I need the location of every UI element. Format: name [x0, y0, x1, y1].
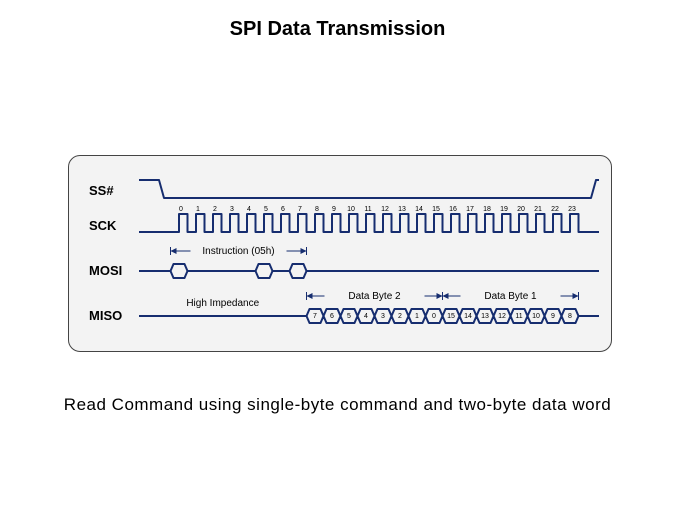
svg-text:21: 21 [534, 206, 542, 213]
svg-text:23: 23 [568, 206, 576, 213]
svg-text:20: 20 [517, 206, 525, 213]
svg-text:Instruction (05h): Instruction (05h) [202, 246, 274, 257]
svg-text:8: 8 [315, 206, 319, 213]
svg-text:13: 13 [398, 206, 406, 213]
svg-text:22: 22 [551, 206, 559, 213]
svg-text:MISO: MISO [89, 308, 122, 323]
timing-diagram: SS#SCK0123456789101112131415161718192021… [69, 156, 611, 351]
svg-text:9: 9 [332, 206, 336, 213]
svg-text:7: 7 [298, 206, 302, 213]
svg-text:7: 7 [313, 313, 317, 320]
svg-text:MOSI: MOSI [89, 263, 122, 278]
svg-text:4: 4 [364, 313, 368, 320]
svg-text:Data Byte 2: Data Byte 2 [348, 291, 401, 302]
svg-text:0: 0 [179, 206, 183, 213]
svg-text:3: 3 [230, 206, 234, 213]
svg-text:10: 10 [532, 313, 540, 320]
svg-text:2: 2 [213, 206, 217, 213]
svg-text:13: 13 [481, 313, 489, 320]
svg-text:12: 12 [381, 206, 389, 213]
svg-text:9: 9 [551, 313, 555, 320]
svg-text:High Impedance: High Impedance [186, 298, 259, 309]
svg-text:11: 11 [515, 313, 522, 320]
svg-text:11: 11 [364, 206, 371, 213]
svg-text:14: 14 [415, 206, 423, 213]
svg-text:4: 4 [247, 206, 251, 213]
svg-text:5: 5 [347, 313, 351, 320]
svg-text:6: 6 [281, 206, 285, 213]
svg-text:6: 6 [330, 313, 334, 320]
svg-text:10: 10 [347, 206, 355, 213]
svg-text:19: 19 [500, 206, 508, 213]
caption: Read Command using single-byte command a… [0, 395, 675, 415]
svg-text:Data Byte 1: Data Byte 1 [484, 291, 537, 302]
svg-text:18: 18 [483, 206, 491, 213]
svg-text:1: 1 [196, 206, 200, 213]
page-title: SPI Data Transmission [0, 0, 675, 41]
svg-text:SS#: SS# [89, 183, 114, 198]
svg-text:0: 0 [432, 313, 436, 320]
svg-text:SCK: SCK [89, 218, 117, 233]
svg-text:15: 15 [432, 206, 440, 213]
svg-text:2: 2 [398, 313, 402, 320]
svg-text:8: 8 [568, 313, 572, 320]
svg-text:16: 16 [449, 206, 457, 213]
timing-panel: SS#SCK0123456789101112131415161718192021… [68, 155, 612, 352]
svg-text:5: 5 [264, 206, 268, 213]
svg-text:3: 3 [381, 313, 385, 320]
svg-text:17: 17 [466, 206, 474, 213]
svg-text:15: 15 [447, 313, 455, 320]
svg-text:12: 12 [498, 313, 506, 320]
svg-text:1: 1 [415, 313, 419, 320]
svg-text:14: 14 [464, 313, 472, 320]
